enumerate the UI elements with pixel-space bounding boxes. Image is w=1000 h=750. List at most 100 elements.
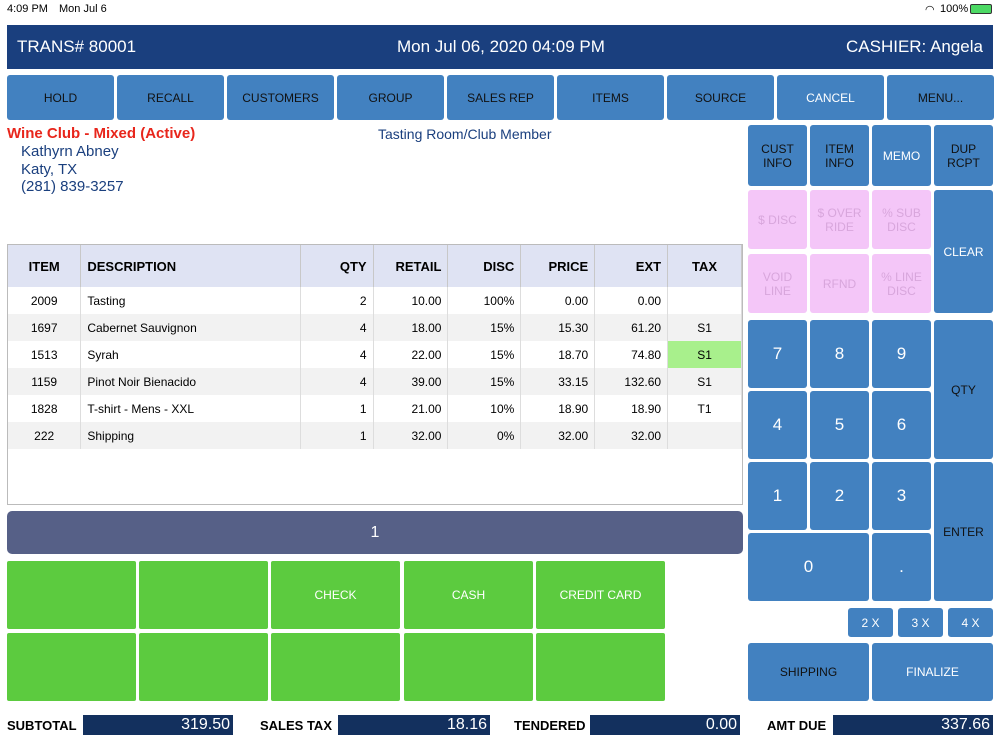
cell-description: Tasting (80, 287, 301, 314)
tender-button[interactable] (139, 561, 268, 629)
sales-tax-label: SALES TAX (260, 718, 332, 733)
cell-retail: 22.00 (373, 341, 449, 368)
toolbar-sales-rep-button[interactable]: SALES REP (447, 75, 554, 120)
cell-price: 18.90 (520, 395, 596, 422)
finalize-button[interactable]: FINALIZE (872, 643, 993, 701)
cell-item: 2009 (8, 287, 82, 314)
item-info-button[interactable]: ITEM INFO (810, 125, 869, 186)
tendered-value: 0.00 (590, 715, 740, 735)
cell-item: 222 (8, 422, 82, 449)
table-row[interactable]: 222 Shipping 1 32.00 0% 32.00 32.00 (8, 422, 742, 449)
customer-city: Katy, TX (21, 161, 78, 178)
cell-price: 33.15 (520, 368, 596, 395)
cell-qty: 2 (300, 287, 374, 314)
qty-button[interactable]: QTY (934, 320, 993, 459)
cell-disc: 10% (447, 395, 522, 422)
digit-6-button[interactable]: 6 (872, 391, 931, 459)
cell-ext: 18.90 (594, 395, 669, 422)
tender-button[interactable] (7, 633, 136, 701)
cell-price: 0.00 (520, 287, 596, 314)
datetime: Mon Jul 06, 2020 04:09 PM (397, 37, 605, 56)
cell-price: 18.70 (520, 341, 596, 368)
shipping-button[interactable]: SHIPPING (748, 643, 869, 701)
toolbar-group-button[interactable]: GROUP (337, 75, 444, 120)
col-header-ext[interactable]: EXT (594, 245, 669, 287)
tender-button[interactable] (404, 633, 533, 701)
table-row[interactable]: 1828 T-shirt - Mens - XXL 1 21.00 10% 18.90 18… (8, 395, 742, 422)
status-date: Mon Jul 6 (59, 3, 107, 15)
toolbar-menu-button[interactable]: MENU... (887, 75, 994, 120)
cell-description: Pinot Noir Bienacido (80, 368, 301, 395)
override-button[interactable]: $ OVER RIDE (810, 190, 869, 249)
col-header-qty[interactable]: QTY (300, 245, 374, 287)
tendered-label: TENDERED (514, 718, 586, 733)
col-header-item[interactable]: ITEM (8, 245, 82, 287)
cell-tax (667, 287, 742, 314)
enter-button[interactable]: ENTER (934, 462, 993, 601)
digit-5-button[interactable]: 5 (810, 391, 869, 459)
decimal-button[interactable]: . (872, 533, 931, 601)
cell-disc: 15% (447, 341, 522, 368)
cell-description: Shipping (80, 422, 301, 449)
tender-button[interactable] (271, 633, 400, 701)
trans-number: TRANS# 80001 (17, 37, 137, 56)
col-header-description[interactable]: DESCRIPTION (80, 245, 301, 287)
cell-qty: 1 (300, 422, 374, 449)
cell-ext: 132.60 (594, 368, 669, 395)
line-disc-button[interactable]: % LINE DISC (872, 254, 931, 313)
toolbar-hold-button[interactable]: HOLD (7, 75, 114, 120)
dup-rcpt-button[interactable]: DUP RCPT (934, 125, 993, 186)
cust-info-button[interactable]: CUST INFO (748, 125, 807, 186)
toolbar-recall-button[interactable]: RECALL (117, 75, 224, 120)
col-header-retail[interactable]: RETAIL (373, 245, 449, 287)
table-row[interactable]: 2009 Tasting 2 10.00 100% 0.00 0.00 (8, 287, 742, 314)
digit-4-button[interactable]: 4 (748, 391, 807, 459)
tender-button[interactable] (536, 633, 665, 701)
digit-8-button[interactable]: 8 (810, 320, 869, 388)
clear-button[interactable]: CLEAR (934, 190, 993, 313)
cell-tax: S1 (667, 341, 742, 368)
table-row[interactable]: 1513 Syrah 4 22.00 15% 18.70 74.80 S1 (8, 341, 742, 368)
memo-button[interactable]: MEMO (872, 125, 931, 186)
customer-type: Tasting Room/Club Member (378, 126, 552, 142)
multiply-3x-button[interactable]: 3 X (898, 608, 943, 637)
tender-button-credit-card[interactable]: CREDIT CARD (536, 561, 665, 629)
battery-level: 100% (940, 3, 969, 15)
refund-button[interactable]: RFND (810, 254, 869, 313)
digit-2-button[interactable]: 2 (810, 462, 869, 530)
cell-disc: 0% (447, 422, 522, 449)
cell-retail: 10.00 (373, 287, 449, 314)
cell-description: Cabernet Sauvignon (80, 314, 301, 341)
table-row[interactable]: 1697 Cabernet Sauvignon 4 18.00 15% 15.30 61.2… (8, 314, 742, 341)
toolbar-cancel-button[interactable]: CANCEL (777, 75, 884, 120)
customer-name: Kathyrn Abney (21, 143, 119, 160)
digit-3-button[interactable]: 3 (872, 462, 931, 530)
wifi-icon: ◠ (925, 4, 935, 16)
cell-qty: 1 (300, 395, 374, 422)
table-row[interactable]: 1159 Pinot Noir Bienacido 4 39.00 15% 33.15 13… (8, 368, 742, 395)
tender-button[interactable] (139, 633, 268, 701)
col-header-price[interactable]: PRICE (520, 245, 596, 287)
digit-1-button[interactable]: 1 (748, 462, 807, 530)
multiply-4x-button[interactable]: 4 X (948, 608, 993, 637)
digit-7-button[interactable]: 7 (748, 320, 807, 388)
cell-price: 15.30 (520, 314, 596, 341)
dollar-disc-button[interactable]: $ DISC (748, 190, 807, 249)
cell-description: T-shirt - Mens - XXL (80, 395, 301, 422)
col-header-disc[interactable]: DISC (447, 245, 522, 287)
tender-button-cash[interactable]: CASH (404, 561, 533, 629)
multiply-2x-button[interactable]: 2 X (848, 608, 893, 637)
sub-disc-button[interactable]: % SUB DISC (872, 190, 931, 249)
cell-tax: S1 (667, 314, 742, 341)
tender-button-check[interactable]: CHECK (271, 561, 400, 629)
toolbar-source-button[interactable]: SOURCE (667, 75, 774, 120)
digit-0-button[interactable]: 0 (748, 533, 869, 601)
cell-disc: 15% (447, 368, 522, 395)
digit-9-button[interactable]: 9 (872, 320, 931, 388)
void-line-button[interactable]: VOID LINE (748, 254, 807, 313)
cell-tax: T1 (667, 395, 742, 422)
toolbar-customers-button[interactable]: CUSTOMERS (227, 75, 334, 120)
col-header-tax[interactable]: TAX (667, 245, 742, 287)
tender-button[interactable] (7, 561, 136, 629)
toolbar-items-button[interactable]: ITEMS (557, 75, 664, 120)
